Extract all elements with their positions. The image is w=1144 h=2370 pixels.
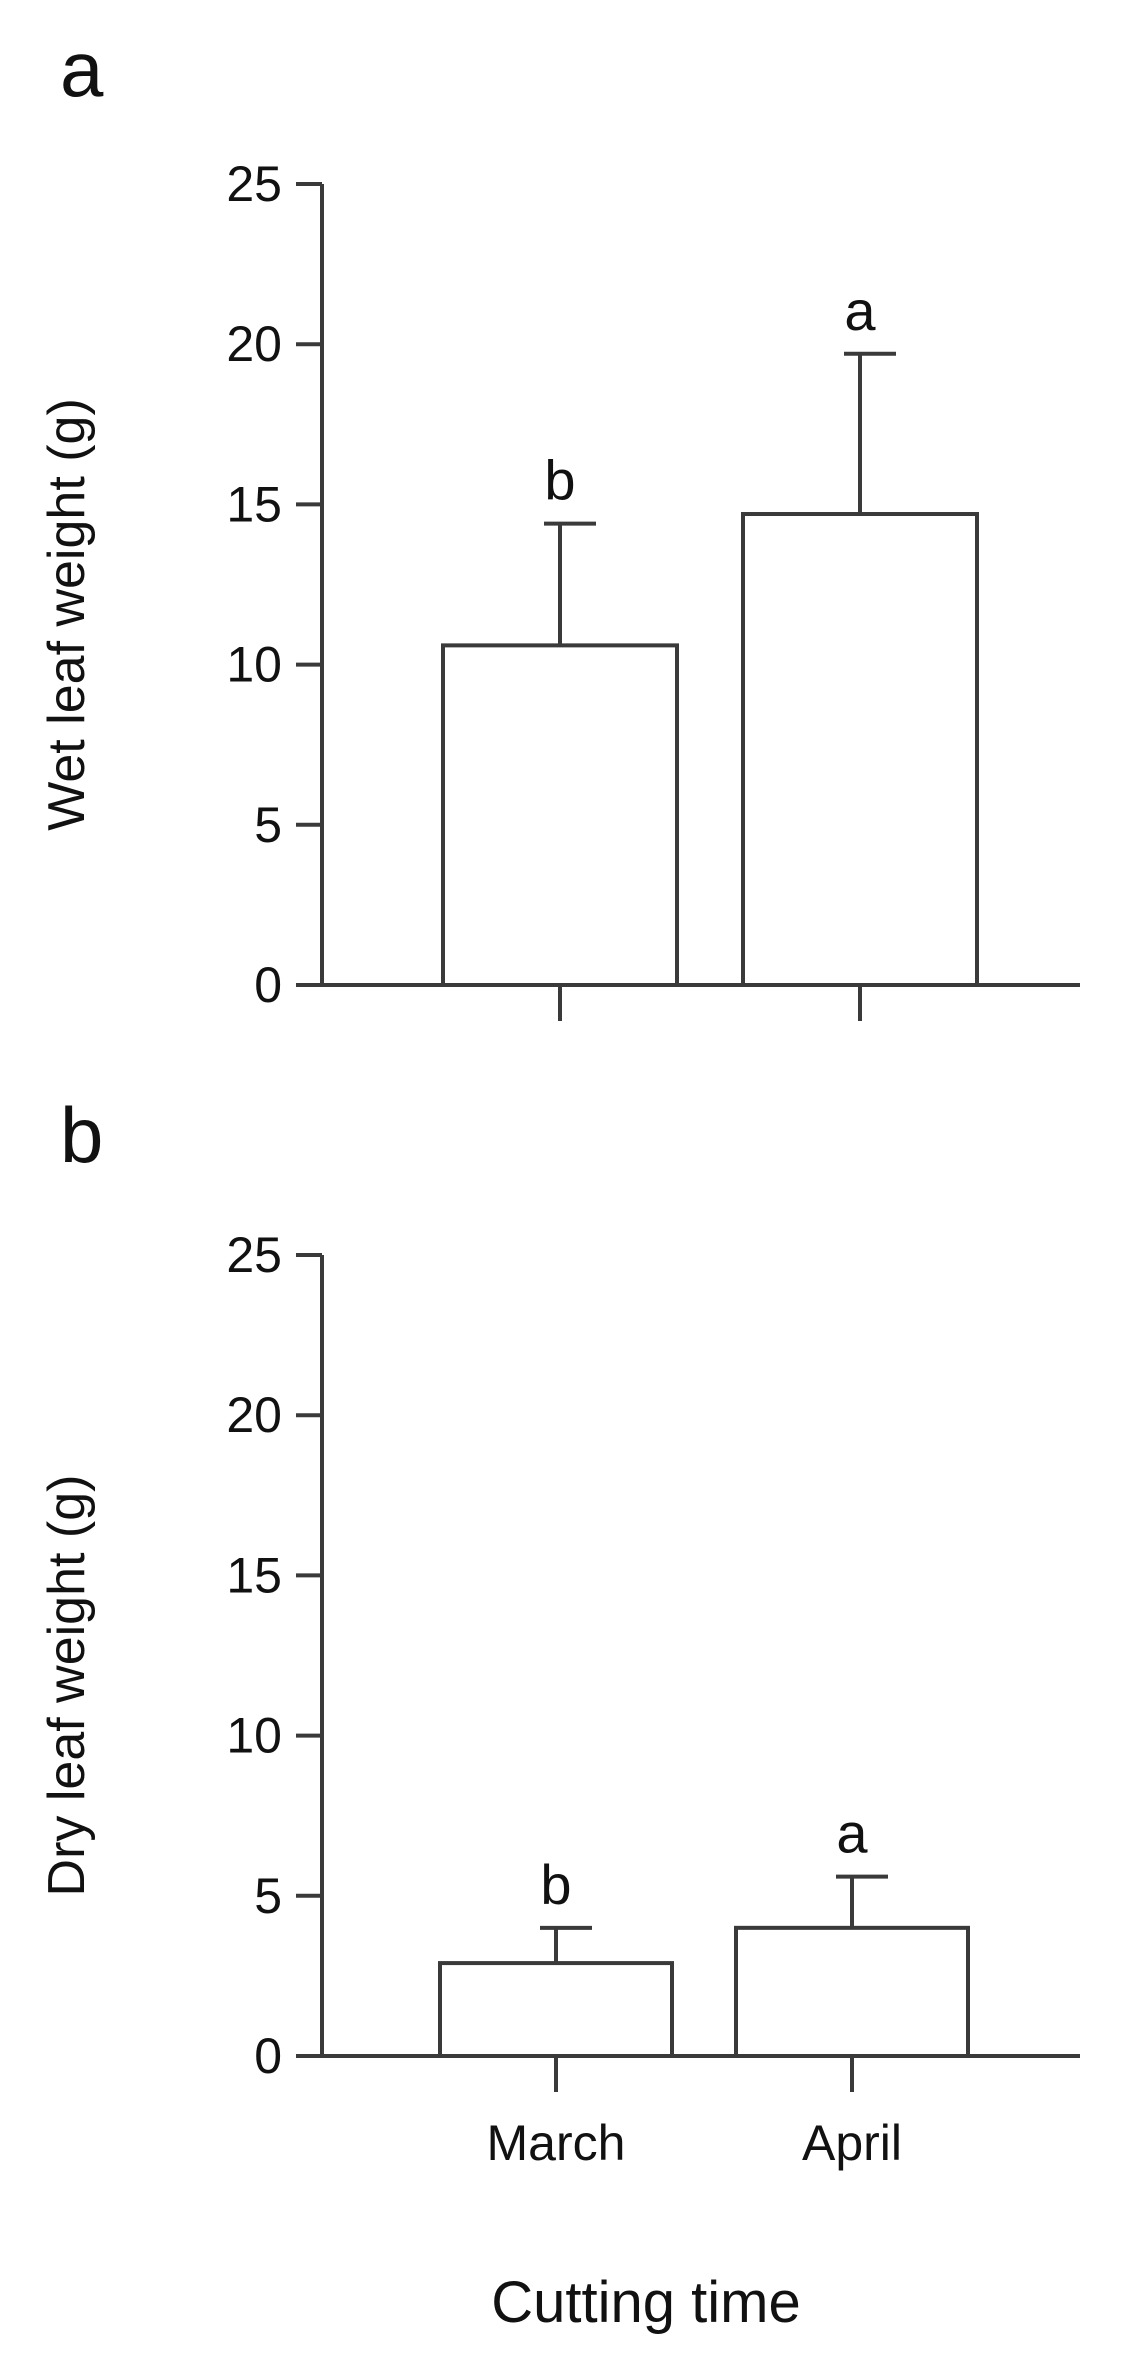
y-tick-label: 20	[226, 1387, 282, 1443]
y-tick-label: 0	[254, 2028, 282, 2084]
y-tick-label: 0	[254, 957, 282, 1013]
bar	[741, 512, 979, 988]
significance-letter: a	[836, 1802, 868, 1865]
significance-letter: a	[844, 279, 876, 342]
y-tick-label: 25	[226, 1227, 282, 1283]
panel-a: a 0 5 10 15 20 25 Wet leaf weight (g) b a	[38, 25, 1080, 1021]
y-tick-label: 15	[226, 476, 282, 532]
x-tick-label: April	[802, 2115, 902, 2171]
bar	[441, 643, 679, 987]
y-tick-label: 10	[226, 637, 282, 693]
x-tick-label: March	[487, 2115, 626, 2171]
y-tick-label: 20	[226, 316, 282, 372]
bar	[734, 1925, 970, 2058]
panel-letter: a	[60, 25, 104, 113]
y-tick-label: 25	[226, 156, 282, 212]
panel-b: b 0 5 10 15 20 25 Dry leaf weight (g) b March a Apr…	[38, 1091, 1080, 2171]
y-tick-label: 15	[226, 1547, 282, 1603]
bar	[438, 1961, 674, 2058]
significance-letter: b	[540, 1853, 571, 1916]
x-axis-title: Cutting time	[491, 2270, 800, 2335]
y-tick-label: 10	[226, 1708, 282, 1764]
y-axis-title: Wet leaf weight (g)	[38, 398, 96, 831]
panel-letter: b	[60, 1091, 103, 1179]
y-axis-title: Dry leaf weight (g)	[38, 1475, 96, 1897]
y-tick-label: 5	[254, 1868, 282, 1924]
y-tick-label: 5	[254, 797, 282, 853]
significance-letter: b	[544, 449, 575, 512]
